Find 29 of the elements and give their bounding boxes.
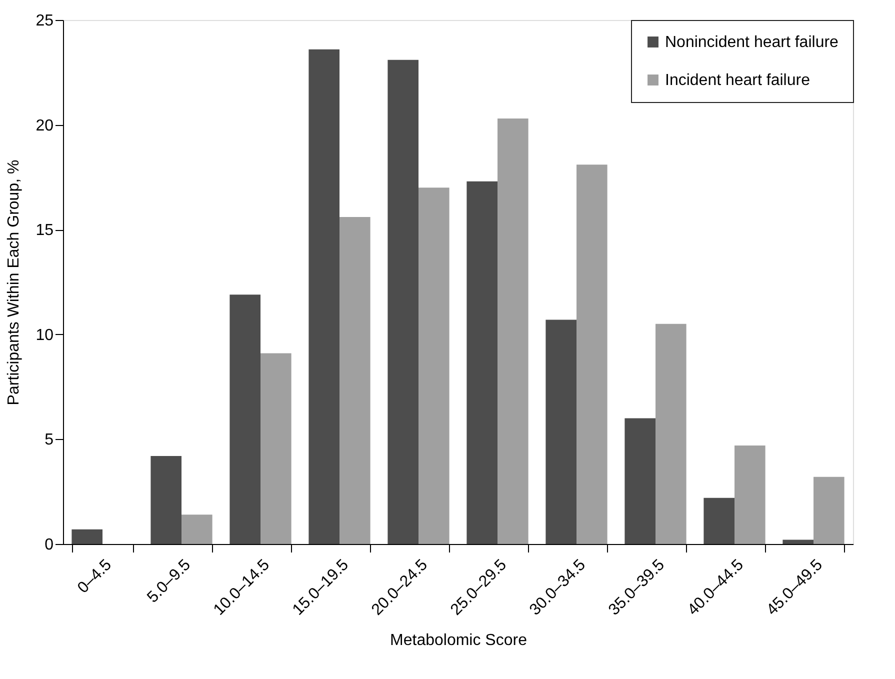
y-tick-label: 25 [36,12,54,30]
bar [546,320,576,544]
x-axis-title: Metabolomic Score [390,632,528,650]
bar [260,353,292,544]
bar [340,217,370,544]
bar [182,514,212,544]
bar [150,456,182,544]
bar [230,294,260,544]
y-tick-label: 5 [44,432,54,449]
bar [576,164,608,544]
bar [734,445,766,544]
bar [72,529,102,544]
bar [308,49,340,544]
bar [466,181,498,544]
y-tick-label: 20 [36,117,54,134]
bar [704,498,734,544]
bar [388,60,418,544]
bar [814,476,844,544]
y-tick-label: 10 [36,326,54,344]
y-tick-label: 15 [36,222,54,240]
bar [498,118,528,544]
bar [782,540,814,544]
y-tick-label: 0 [44,536,54,554]
bar [624,418,656,544]
legend-label: Nonincident heart failure [665,34,839,51]
bar [418,188,450,544]
legend-label: Incident heart failure [665,72,810,89]
bar [656,324,686,544]
y-axis-title: Participants Within Each Group, % [6,160,23,406]
